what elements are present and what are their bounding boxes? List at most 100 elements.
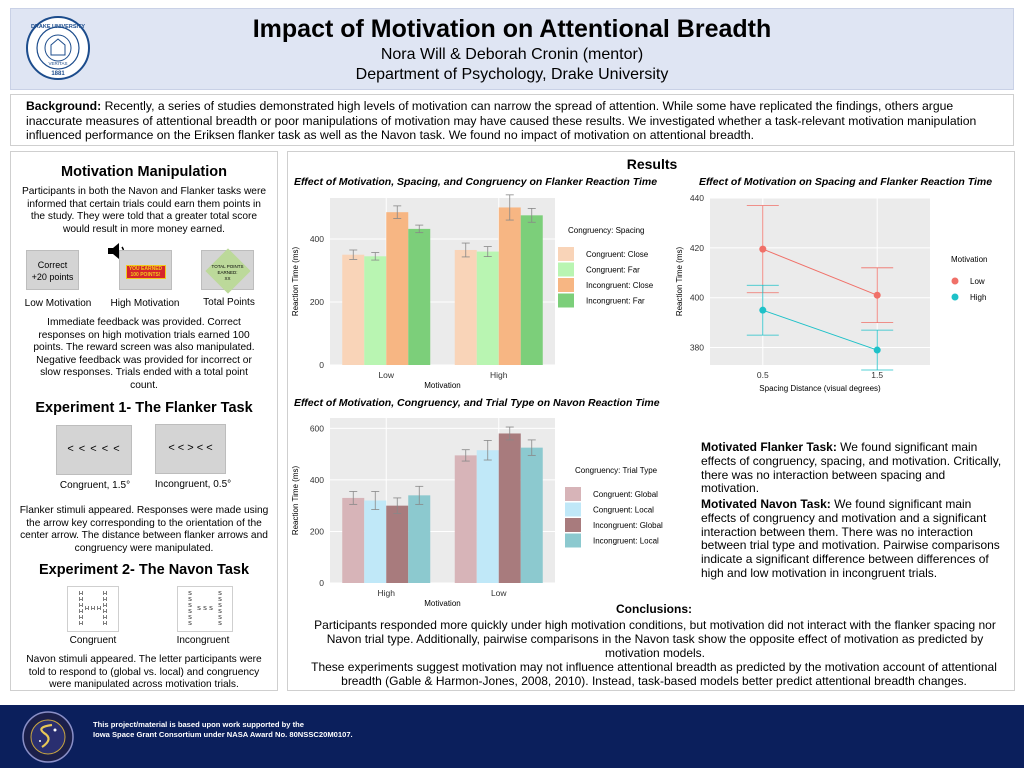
navon-local-letter: S (188, 609, 192, 615)
high-box-line1: YOU EARNED (128, 266, 163, 272)
bar (364, 256, 387, 365)
high-motivation-caption: High Motivation (110, 298, 180, 309)
flanker-results-label: Motivated Flanker Task: (701, 440, 837, 454)
legend-marker (951, 277, 959, 285)
navon-local-letter: S (218, 615, 222, 621)
navon-results-paragraph: Motivated Navon Task: We found significa… (701, 497, 1006, 581)
navon-bar-chart: 0 200 400 600 High Low Motivation Reaction Time… (291, 418, 663, 608)
bar (520, 215, 543, 365)
x-axis-label: Motivation (424, 599, 460, 608)
bar (364, 500, 387, 583)
legend-label: High (970, 293, 986, 302)
navon-local-letter: H (79, 591, 83, 597)
bar (408, 495, 431, 583)
background-text: Recently, a series of studies demonstrat… (26, 99, 977, 142)
total-box-line2: EARNED: (217, 270, 238, 275)
x-axis-label: Spacing Distance (visual degrees) (759, 384, 881, 393)
poster-department: Department of Psychology, Drake Universi… (355, 66, 669, 83)
bar (498, 433, 521, 583)
navon-incongruent-caption: Incongruent (176, 635, 230, 646)
navon-text: Navon stimuli appeared. The letter parti… (26, 654, 262, 691)
bar (476, 251, 499, 365)
y-tick-label: 600 (310, 423, 324, 433)
bar (454, 455, 477, 583)
x-axis-label: Motivation (424, 381, 460, 390)
x-tick-label: High (490, 370, 508, 380)
conclusions-paragraph-2: These experiments suggest motivation may… (311, 660, 997, 688)
navon-local-letter: S (188, 597, 192, 603)
navon-local-letter: H (79, 603, 83, 609)
legend-title: Motivation (951, 255, 987, 264)
legend-swatch (558, 293, 574, 308)
navon-local-letter: S (218, 591, 222, 597)
footer-banner: This project/material is based upon work… (0, 705, 1024, 768)
navon-local-letter: S (218, 609, 222, 615)
legend-title: Congruency: Trial Type (575, 466, 658, 475)
flanker-chart-title: Effect of Motivation, Spacing, and Congr… (294, 176, 658, 188)
navon-local-letter: H (103, 621, 107, 627)
legend-label: Incongruent: Global (593, 521, 663, 530)
bar (520, 447, 543, 583)
seal-motto-text: VERITAS (49, 61, 68, 66)
legend-label: Congruent: Local (593, 506, 654, 515)
flanker-bar-chart: 0 200 400 Low High Motivation Reaction Time (m… (291, 194, 654, 390)
legend-marker (951, 293, 959, 301)
high-box-line2: 100 POINTS! (130, 272, 161, 278)
legend-swatch (565, 533, 581, 548)
conclusions-paragraph-1: Participants responded more quickly unde… (314, 618, 996, 660)
y-tick-label: 400 (310, 234, 324, 244)
x-tick-label: Low (491, 588, 507, 598)
legend-label: Low (970, 277, 985, 286)
flanker-incongruent-stimulus: < < > < < (155, 424, 226, 474)
funding-line2: Iowa Space Grant Consortium under NASA A… (93, 730, 353, 739)
y-axis-label: Reaction Time (ms) (291, 465, 300, 535)
y-tick-label: 200 (310, 297, 324, 307)
conclusions-title: Conclusions: (616, 602, 693, 616)
navon-local-letter: H (97, 606, 101, 612)
motivation-heading: Motivation Manipulation (61, 164, 227, 180)
data-point (759, 306, 767, 314)
legend-swatch (565, 502, 581, 517)
drake-university-seal-icon: DRAKE UNIVERSITY 1881 VERITAS (26, 16, 90, 80)
legend-label: Congruent: Global (593, 490, 658, 499)
bar (408, 228, 431, 365)
flanker-congruent-stimulus: < < < < < (56, 425, 132, 475)
methods-panel: Motivation Manipulation Participants in … (10, 151, 278, 691)
reward-banner (126, 265, 166, 279)
low-box-line2: +20 points (31, 272, 74, 282)
spacing-chart-title: Effect of Motivation on Spacing and Flan… (699, 176, 993, 188)
background-section: Background: Recently, a series of studie… (10, 94, 1014, 146)
navon-local-letter: H (103, 603, 107, 609)
feedback-text: Immediate feedback was provided. Correct… (33, 317, 255, 391)
funding-acknowledgment: This project/material is based upon work… (93, 720, 353, 740)
navon-local-letter: S (188, 615, 192, 621)
seal-year-text: 1881 (51, 71, 65, 77)
navon-local-letter: H (79, 621, 83, 627)
flanker-results-text: We found significant main effects of con… (701, 440, 1002, 496)
low-box-line1: Correct (37, 260, 68, 270)
navon-local-letter: H (85, 606, 89, 612)
bar (342, 497, 365, 583)
x-tick-label: Low (378, 370, 394, 380)
y-tick-label: 380 (690, 343, 704, 353)
navon-local-letter: S (188, 591, 192, 597)
legend-label: Congruent: Close (586, 250, 649, 259)
legend-label: Incongruent: Local (593, 537, 659, 546)
navon-local-letter: H (103, 591, 107, 597)
total-box-line1: TOTAL POINTS (211, 264, 244, 269)
legend-label: Congruent: Far (586, 266, 640, 275)
x-tick-label: High (378, 588, 396, 598)
iowa-space-grant-logo-icon (22, 711, 74, 763)
flanker-congruent-caption: Congruent, 1.5° (59, 480, 131, 491)
legend-swatch (558, 278, 574, 292)
legend-swatch (558, 262, 574, 277)
results-panel: Results Effect of Motivation, Spacing, a… (287, 151, 1015, 691)
navon-local-letter: S (218, 603, 222, 609)
navon-local-letter: H (91, 606, 95, 612)
navon-local-letter: S (188, 603, 192, 609)
poster-header: DRAKE UNIVERSITY 1881 VERITAS Impact of … (10, 8, 1014, 90)
bar (386, 505, 409, 583)
bar (454, 249, 477, 365)
seal-name-text: DRAKE UNIVERSITY (31, 24, 85, 30)
total-points-screen: TOTAL POINTS EARNED: XX (201, 248, 254, 294)
